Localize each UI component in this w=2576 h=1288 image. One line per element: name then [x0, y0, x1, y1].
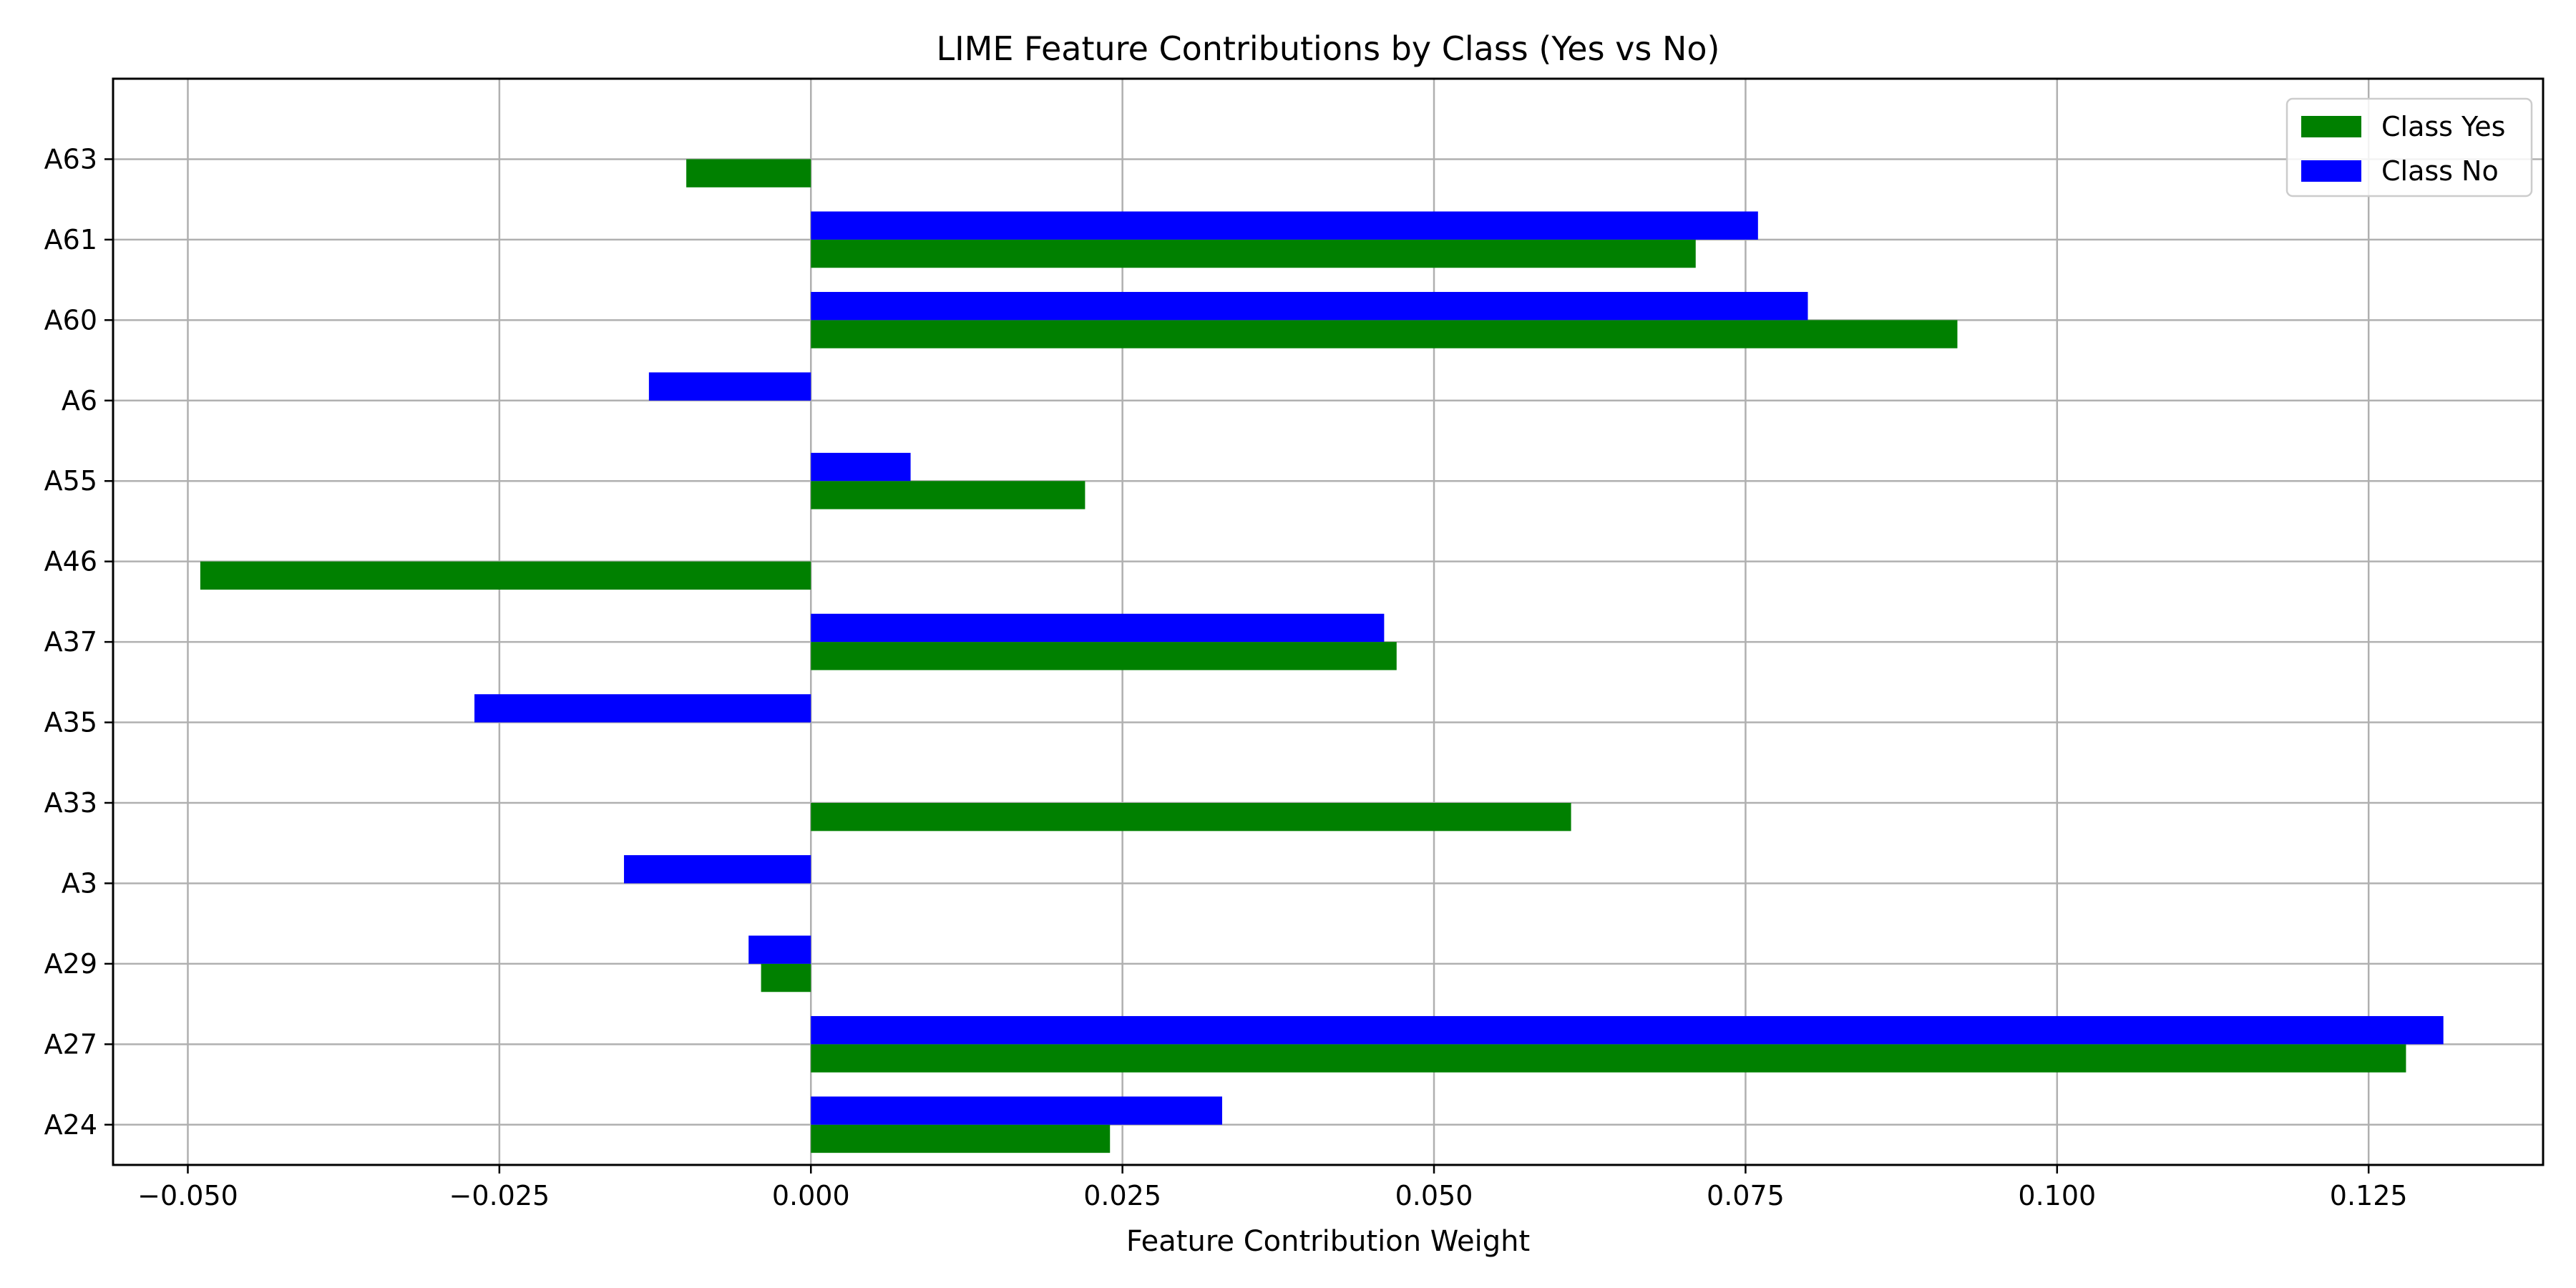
bar-class-no-a29 — [748, 935, 811, 964]
bar-class-yes-a61 — [811, 239, 1696, 268]
bar-class-no-a24 — [811, 1096, 1222, 1125]
x-tick-label: 0.125 — [2330, 1180, 2408, 1211]
bar-class-no-a55 — [811, 452, 911, 482]
legend-label: Class Yes — [2381, 111, 2505, 142]
x-tick-label: 0.100 — [2018, 1180, 2096, 1211]
y-tick-label: A29 — [44, 948, 97, 980]
bar-class-no-a61 — [811, 211, 1758, 240]
y-tick-label: A27 — [44, 1028, 97, 1060]
bar-class-yes-a55 — [811, 481, 1085, 509]
y-tick-label: A46 — [44, 546, 97, 577]
bar-class-yes-a46 — [200, 561, 811, 590]
y-tick-label: A33 — [44, 787, 97, 819]
bar-class-yes-a29 — [761, 963, 811, 992]
bar-class-no-a3 — [624, 855, 811, 884]
y-tick-label: A6 — [62, 385, 97, 416]
x-tick-label: −0.025 — [449, 1180, 550, 1211]
bars-layer — [200, 159, 2444, 1153]
bar-class-yes-a60 — [811, 320, 1958, 348]
bar-class-yes-a33 — [811, 803, 1571, 831]
bar-class-yes-a37 — [811, 642, 1397, 670]
bar-class-yes-a24 — [811, 1124, 1111, 1153]
legend: Class Yes Class No — [2285, 97, 2533, 197]
x-tick-label: 0.050 — [1395, 1180, 1473, 1211]
y-tick-label: A55 — [44, 465, 97, 497]
y-tick-label: A60 — [44, 304, 97, 336]
x-axis-label: Feature Contribution Weight — [1126, 1225, 1530, 1258]
bar-class-no-a37 — [811, 613, 1385, 643]
bar-class-yes-a27 — [811, 1044, 2406, 1073]
x-tick-label: 0.025 — [1083, 1180, 1161, 1211]
bar-class-no-a6 — [648, 372, 811, 401]
chart-title: LIME Feature Contributions by Class (Yes… — [936, 29, 1719, 68]
legend-swatch-class-no — [2301, 160, 2361, 182]
y-tick-label: A24 — [44, 1109, 97, 1141]
bar-class-yes-a63 — [686, 159, 811, 187]
ticks-layer: −0.050 −0.025 0.000 0.025 0.050 0.075 0.100 0.1… — [44, 143, 2408, 1211]
y-tick-label: A3 — [62, 867, 97, 899]
bar-class-no-a60 — [811, 291, 1808, 321]
y-tick-label: A61 — [44, 224, 97, 255]
y-tick-label: A35 — [44, 707, 97, 738]
x-tick-label: 0.075 — [1707, 1180, 1785, 1211]
x-tick-label: 0.000 — [772, 1180, 850, 1211]
bar-class-no-a27 — [811, 1015, 2444, 1045]
y-tick-label: A63 — [44, 143, 97, 175]
bar-class-no-a35 — [474, 694, 811, 723]
legend-swatch-class-yes — [2301, 116, 2361, 137]
x-tick-label: −0.050 — [137, 1180, 238, 1211]
plot-frame — [112, 77, 2545, 1166]
y-tick-label: A37 — [44, 626, 97, 658]
legend-label: Class No — [2381, 155, 2499, 187]
